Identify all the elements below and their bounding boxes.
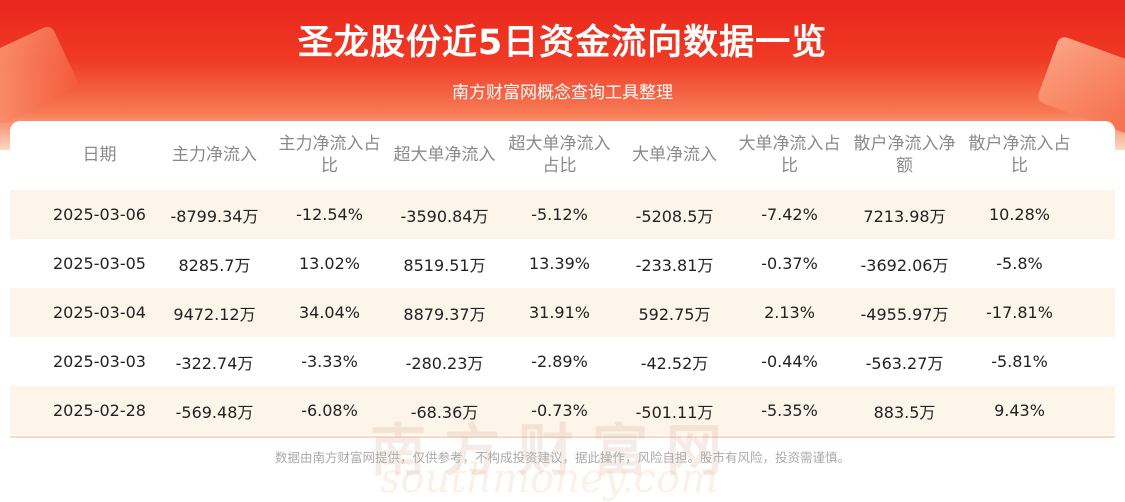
value-cell: 10.28%	[988, 205, 1050, 224]
value-cell: -3590.84万	[400, 206, 489, 226]
table-row: 2025-03-06 -8799.34万 -12.54% -3590.84万 -5.12…	[10, 190, 1115, 239]
value-cell: 7213.98万	[863, 206, 946, 226]
footer-disclaimer: 数据由南方财富网提供，仅供参考，不构成投资建议，据此操作，风险自担。股市有风险，…	[274, 450, 850, 465]
value-cell: 883.5万	[873, 402, 936, 422]
value-cell: 8285.7万	[178, 255, 251, 275]
column-header: 散户净流入占比	[968, 134, 1071, 176]
value-cell: -6.08%	[301, 401, 358, 420]
date-cell: 2025-03-05	[53, 254, 146, 273]
column-header: 超大单净流入占比	[508, 134, 611, 176]
page-subtitle: 南方财富网概念查询工具整理	[452, 83, 673, 103]
value-cell: 31.91%	[528, 303, 590, 322]
value-cell: -68.36万	[410, 402, 479, 422]
value-cell: 592.75万	[638, 304, 711, 324]
value-cell: -3.33%	[301, 352, 358, 371]
value-cell: -5.8%	[996, 254, 1043, 273]
column-header: 主力净流入占比	[278, 134, 381, 176]
value-cell: -5.81%	[991, 352, 1048, 371]
table-row: 2025-03-03 -322.74万 -3.33% -280.23万 -2.89% -4…	[10, 337, 1115, 386]
value-cell: 13.02%	[298, 254, 360, 273]
value-cell: 8519.51万	[403, 255, 486, 275]
value-cell: -17.81%	[986, 303, 1053, 322]
date-cell: 2025-03-03	[53, 352, 146, 371]
value-cell: 9.43%	[994, 401, 1045, 420]
value-cell: -501.11万	[635, 402, 714, 422]
value-cell: 8879.37万	[403, 304, 486, 324]
value-cell: -12.54%	[296, 205, 363, 224]
value-cell: -0.44%	[761, 352, 818, 371]
value-cell: -0.73%	[531, 401, 588, 420]
value-cell: -5.35%	[761, 401, 818, 420]
value-cell: 9472.12万	[173, 304, 256, 324]
value-cell: -4955.97万	[860, 304, 949, 324]
value-cell: -5208.5万	[635, 206, 714, 226]
value-cell: -5.12%	[531, 205, 588, 224]
date-cell: 2025-03-06	[53, 205, 146, 224]
value-cell: 2.13%	[764, 303, 815, 322]
value-cell: -3692.06万	[860, 255, 949, 275]
date-cell: 2025-02-28	[53, 401, 146, 420]
column-header: 大单净流入	[632, 145, 717, 165]
table-header: 日期 主力净流入 主力净流入占比 超大单净流入 超大单净流入占比 大单净流入 大…	[10, 121, 1115, 189]
value-cell: 34.04%	[298, 303, 360, 322]
value-cell: -563.27万	[865, 353, 944, 373]
column-header: 日期	[82, 145, 117, 165]
value-cell: -0.37%	[761, 254, 818, 273]
data-table: 日期 主力净流入 主力净流入占比 超大单净流入 超大单净流入占比 大单净流入 大…	[10, 121, 1115, 502]
page-title: 圣龙股份近5日资金流向数据一览	[297, 23, 828, 63]
column-header: 大单净流入占比	[738, 134, 841, 176]
column-header: 散户净流入净额	[853, 134, 956, 176]
column-header: 超大单净流入	[393, 145, 496, 165]
value-cell: -322.74万	[175, 353, 254, 373]
table-row: 2025-03-04 9472.12万 34.04% 8879.37万 31.91% 59…	[10, 288, 1115, 337]
table-row: 2025-02-28 -569.48万 -6.08% -68.36万 -0.73% -50…	[10, 386, 1115, 435]
table-row: 2025-03-05 8285.7万 13.02% 8519.51万 13.39% -23…	[10, 239, 1115, 288]
value-cell: -280.23万	[405, 353, 484, 373]
value-cell: -7.42%	[761, 205, 818, 224]
value-cell: -233.81万	[635, 255, 714, 275]
value-cell: 13.39%	[528, 254, 590, 273]
value-cell: -42.52万	[640, 353, 709, 373]
value-cell: -2.89%	[531, 352, 588, 371]
date-cell: 2025-03-04	[53, 303, 146, 322]
value-cell: -8799.34万	[170, 206, 259, 226]
column-header: 主力净流入	[172, 145, 257, 165]
value-cell: -569.48万	[175, 402, 254, 422]
